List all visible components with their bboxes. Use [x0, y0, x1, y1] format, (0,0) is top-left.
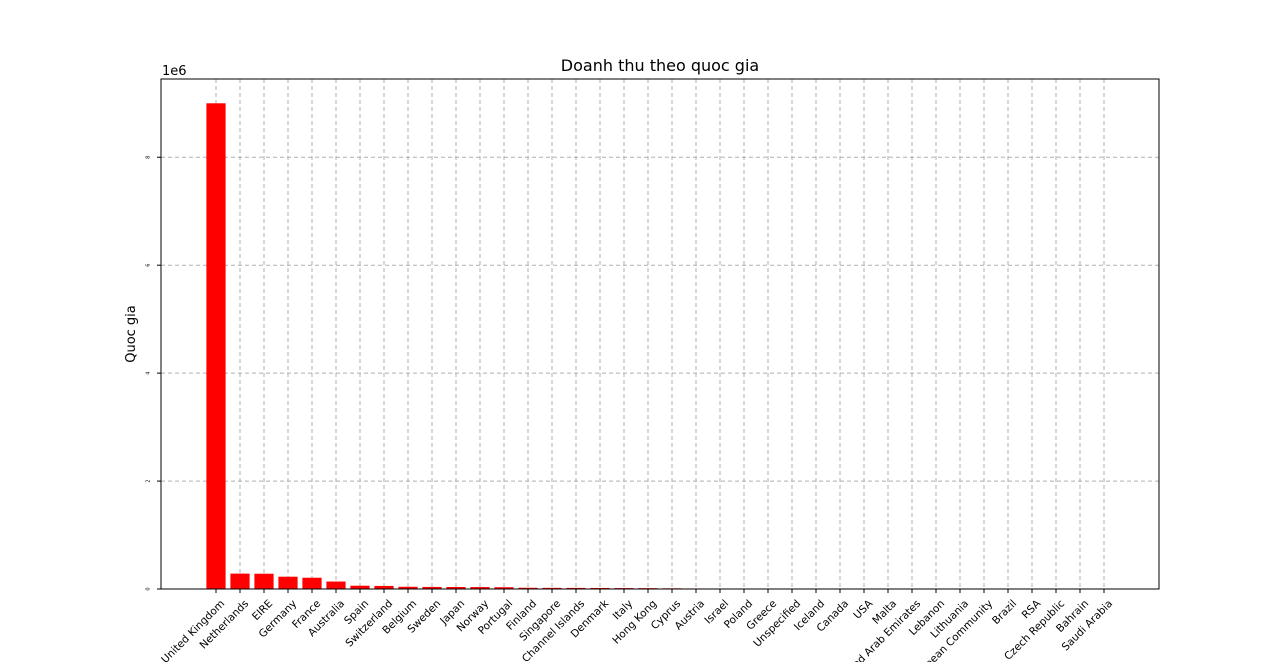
bar: [470, 587, 490, 589]
bar: [446, 587, 466, 589]
bar: [374, 585, 394, 589]
bar: [398, 586, 418, 589]
bar: [326, 581, 346, 589]
y-tick-label: 6: [146, 264, 152, 267]
y-tick-label: 8: [146, 156, 152, 159]
plot-area: [161, 79, 1159, 589]
bar: [254, 573, 274, 589]
bar: [518, 587, 538, 589]
y-offset-label: 1e6: [162, 64, 187, 79]
bar: [566, 587, 586, 589]
plot-frame: [160, 78, 1160, 590]
bar: [278, 576, 298, 589]
bar: [542, 587, 562, 589]
chart-title: Doanh thu theo quoc gia: [561, 56, 759, 75]
bar: [206, 103, 226, 590]
bar: [494, 587, 514, 589]
bar: [230, 573, 250, 589]
bar: [590, 587, 610, 589]
y-tick-label: 4: [146, 372, 152, 375]
bar: [350, 585, 370, 589]
y-tick-label: 0: [146, 587, 152, 590]
y-tick-label: 2: [146, 479, 152, 482]
x-tick-label: Brazil: [990, 598, 1019, 627]
bar: [422, 586, 442, 589]
bar: [302, 577, 322, 589]
y-axis-label: Quoc gia: [124, 305, 139, 363]
